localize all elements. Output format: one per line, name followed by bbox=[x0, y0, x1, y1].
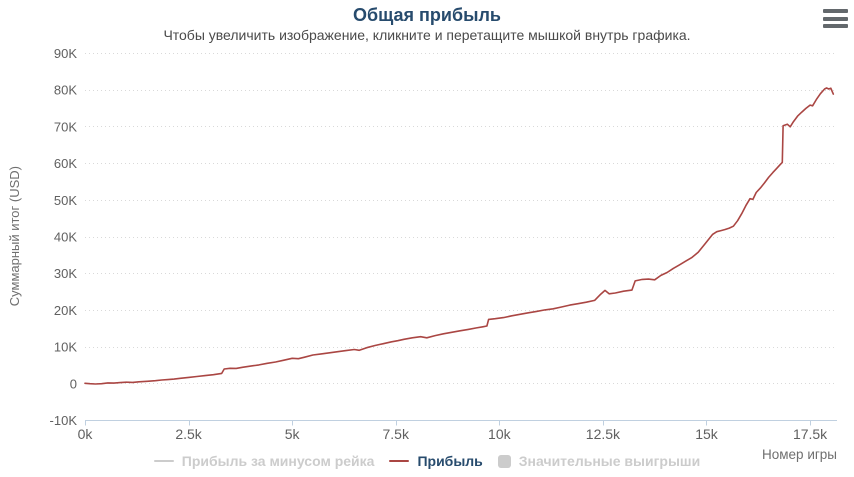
hamburger-menu-icon[interactable] bbox=[823, 9, 848, 28]
svg-text:0k: 0k bbox=[78, 426, 94, 442]
legend-item-significant-wins[interactable]: Значительные выигрыши bbox=[497, 453, 701, 469]
svg-text:-10K: -10K bbox=[50, 413, 78, 428]
svg-text:10K: 10K bbox=[54, 340, 77, 355]
svg-text:17.5k: 17.5k bbox=[793, 426, 828, 442]
svg-text:60K: 60K bbox=[54, 156, 77, 171]
svg-text:90K: 90K bbox=[54, 46, 77, 61]
page-title: Общая прибыль bbox=[353, 5, 501, 25]
line-marker-icon bbox=[389, 460, 410, 462]
x-axis-title: Номер игры bbox=[762, 447, 837, 462]
line-marker-icon bbox=[153, 460, 174, 462]
svg-text:40K: 40K bbox=[54, 230, 77, 245]
legend: Прибыль за минусом рейка Прибыль Значите… bbox=[0, 451, 854, 471]
hamburger-bar bbox=[823, 16, 848, 21]
square-marker-icon bbox=[497, 454, 511, 468]
legend-label: Значительные выигрыши bbox=[518, 453, 701, 469]
svg-text:15k: 15k bbox=[695, 426, 719, 442]
legend-item-profit-minus-rake[interactable]: Прибыль за минусом рейка bbox=[153, 453, 375, 469]
svg-text:10k: 10k bbox=[488, 426, 512, 442]
svg-text:7.5k: 7.5k bbox=[383, 426, 410, 442]
legend-item-profit[interactable]: Прибыль bbox=[389, 453, 483, 469]
svg-text:80K: 80K bbox=[54, 83, 77, 98]
svg-text:20K: 20K bbox=[54, 303, 77, 318]
svg-text:30K: 30K bbox=[54, 266, 77, 281]
hamburger-bar bbox=[823, 9, 848, 13]
legend-label: Прибыль bbox=[417, 453, 483, 469]
svg-text:70K: 70K bbox=[54, 119, 77, 134]
svg-text:50K: 50K bbox=[54, 193, 77, 208]
svg-text:0: 0 bbox=[70, 376, 77, 391]
legend-label: Прибыль за минусом рейка bbox=[181, 453, 375, 469]
svg-text:12.5k: 12.5k bbox=[586, 426, 621, 442]
svg-text:2.5k: 2.5k bbox=[175, 426, 202, 442]
hamburger-bar bbox=[823, 24, 848, 28]
chart-subtitle: Чтобы увеличить изображение, кликните и … bbox=[163, 27, 691, 43]
svg-text:5k: 5k bbox=[285, 426, 301, 442]
